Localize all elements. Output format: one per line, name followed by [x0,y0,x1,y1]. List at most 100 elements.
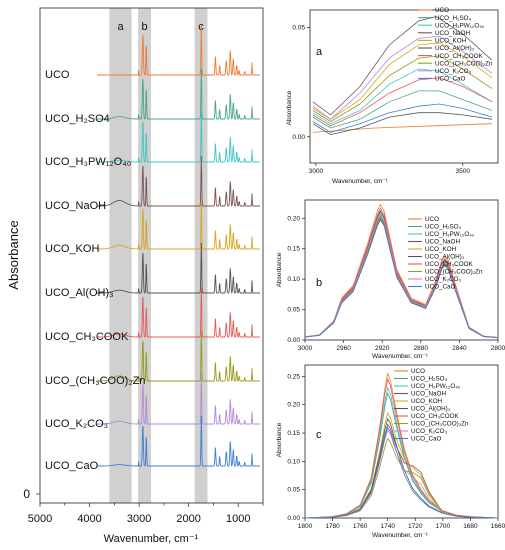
panel-b-legend-label: UCO_H₃PW₁₂O₄₀ [425,231,475,238]
main-label-uco-h2so4: UCO_H₂SO4 [45,113,110,125]
panel-a-x-title: Wavenumber, cm⁻¹ [332,178,389,185]
panel-b-y-tick-label: 0.00 [287,337,300,344]
main-label-uco-h3pw12o40: UCO_H₃PW₁₂O₄₀ [45,156,131,168]
panel-c-legend-label: UCO_K₂CO₃ [411,428,448,435]
panel-c-x-tick-label: 1800 [298,523,313,530]
panel-c-series-uco-cao [304,426,499,519]
panel-a-legend-label: UCO_H₂SO₄ [435,15,472,22]
panel-a-frame [309,9,499,164]
main-x-tick-label: 3000 [127,513,151,525]
panel-b-y-tick-label: 0.05 [287,307,300,314]
main-series-uco-al-oh-3 [97,242,260,294]
band-a [109,8,132,503]
panel-b-legend-label: UCO_CaO [425,284,456,291]
panel-b-series-uco [304,203,499,338]
panel-c-y-tick-label: 0.20 [287,402,300,409]
panel-c-legend-label: UCO_(CH₃COO)₂Zn [411,421,469,428]
main-label-uco-cao: UCO_CaO [45,460,99,472]
main-series-group [97,24,260,467]
panel-a-y-tick-label: 0.00 [292,134,305,141]
main-label-uco: UCO [45,69,70,81]
main-y-axis-title: Absorbance [6,220,21,289]
panel-a-legend-label: UCO_H₃PW₁₂O₄₀ [435,22,485,29]
panel-c-legend-label: UCO [411,368,425,375]
main-x-tick-label: 4000 [77,513,101,525]
panel-b-y-title: Absorbance [276,252,283,287]
panel-b-legend-label: UCO_CH₃COOK [425,261,473,268]
band-b [138,8,152,503]
panel-c-x-tick-label: 1680 [463,523,478,530]
main-series-uco-ch3cook [97,286,260,338]
main-series-uco-koh [97,198,260,250]
panel-c-series-uco-ch3coo-2zn [304,437,499,519]
panel-b-legend-label: UCO_KOH [425,246,457,253]
panel-a-series-uco-h3pw12o40 [312,68,493,125]
panel-a-legend-label: UCO_NaOH [435,30,470,37]
panel-a-legend-label: UCO_KOH [435,38,467,45]
main-x-axis-title: Wavenumber, cm⁻¹ [104,533,199,545]
panel-c-y-tick-label: 0.15 [287,430,300,437]
panel-a-legend: UCOUCO_H₂SO₄UCO_H₃PW₁₂O₄₀UCO_NaOHUCO_KOH… [418,7,493,83]
main-label-uco-koh: UCO_KOH [45,243,99,255]
panel-b-legend-label: UCO_Al(OH)₃ [425,254,465,261]
panel-c-x-tick-label: 1740 [380,523,395,530]
panel-a-series-uco [312,123,493,133]
panel-a-legend-label: UCO_(CH₃COO)₂Zn [435,60,493,67]
panel-b-y-tick-label: 0.10 [287,276,300,283]
panel-c-y-tick-label: 0.10 [287,458,300,465]
main-label-uco-k2co3: UCO_K₂CO₃ [45,418,108,430]
panel-b-series-uco-cao [304,217,499,339]
panel-b-ticks: 3000 2960 2920 2880 2840 2800 0.00 0.05 0.10 0.15… [287,215,505,352]
panel-c-series-uco-h2so4 [304,392,499,519]
panel-a-y-tick-label: 0.05 [292,24,305,31]
panel-b-legend-label: UCO_H₂SO₄ [425,224,462,231]
panel-b-x-tick-label: 2800 [491,345,505,352]
panel-a-ticks: 3000 3500 0.00 0.05 [292,24,470,175]
panel-a-legend-label: UCO_Al(OH)₃ [435,45,475,52]
panel-a-series-uco-ch3coo-2zn [312,55,493,122]
panel-b: 3000 2960 2920 2880 2840 2800 0.00 0.05 0.10 0.15… [276,199,505,360]
panel-b-x-tick-label: 2840 [452,345,467,352]
panel-c-y-tick-label: 0.25 [287,373,300,380]
panel-a-series-uco-al-oh-3 [312,112,493,136]
panel-a-series-uco-koh [312,42,493,120]
panel-b-x-tick-label: 2920 [375,345,390,352]
panel-a-y-title: Absorbance [286,90,293,125]
panel-b-legend-label: UCO_NaOH [425,239,460,246]
panel-c-ticks: 1800 1780 1760 1740 1720 1700 1680 1660 0.00 0.05… [287,373,505,530]
main-series-uco-k2co3 [97,373,260,425]
panel-a-legend-label: UCO [435,7,449,14]
panel-c-x-tick-label: 1780 [325,523,340,530]
main-label-uco-naoh: UCO_NaOH [45,200,106,212]
panel-a-legend-label: UCO_CH₃COOK [435,53,483,60]
panel-b-frame [304,199,499,341]
main-plot-frame [39,7,264,504]
main-sample-labels: UCO UCO_H₂SO4 UCO_H₃PW₁₂O₄₀ UCO_NaOH UCO_KOH… [45,69,145,472]
panel-a-series [312,16,493,136]
panel-a-x-tick-label: 3500 [456,168,471,175]
panel-a-label: a [316,46,323,58]
panel-b-x-tick-label: 2960 [336,345,351,352]
main-label-uco-al-oh-3: UCO_Al(OH)₃ [45,287,114,299]
panel-b-y-tick-label: 0.15 [287,246,300,253]
panel-a: 3000 3500 0.00 0.05 a Wavenumber, cm⁻¹ Abso… [286,7,499,185]
panel-c-legend-label: UCO_CH₃COOK [411,413,459,420]
panel-a-series-uco-k2co3 [312,35,493,120]
panel-c-series-uco-ch3cook [304,377,499,519]
main-series-uco-h3pw12o40 [97,111,260,163]
main-x-tick-label: 2000 [176,513,200,525]
panel-b-legend-label: UCO [425,216,439,223]
main-label-uco-ch3cook: UCO_CH₃COOK [45,331,129,343]
main-label-uco-ch3coo-2zn: UCO_(CH₃COO)₂Zn [45,375,145,387]
panel-a-legend-label: UCO_CaO [435,76,466,83]
panel-c-y-title: Absorbance [276,422,283,457]
panel-c-label: c [316,429,322,441]
panel-c-series [304,372,499,519]
panel-a-series-uco-cao [312,103,493,133]
panel-b-x-tick-label: 3000 [298,345,313,352]
panel-b-legend-label: UCO_K₂CO₃ [425,276,462,283]
main-series-uco-ch3coo-2zn [97,330,260,382]
